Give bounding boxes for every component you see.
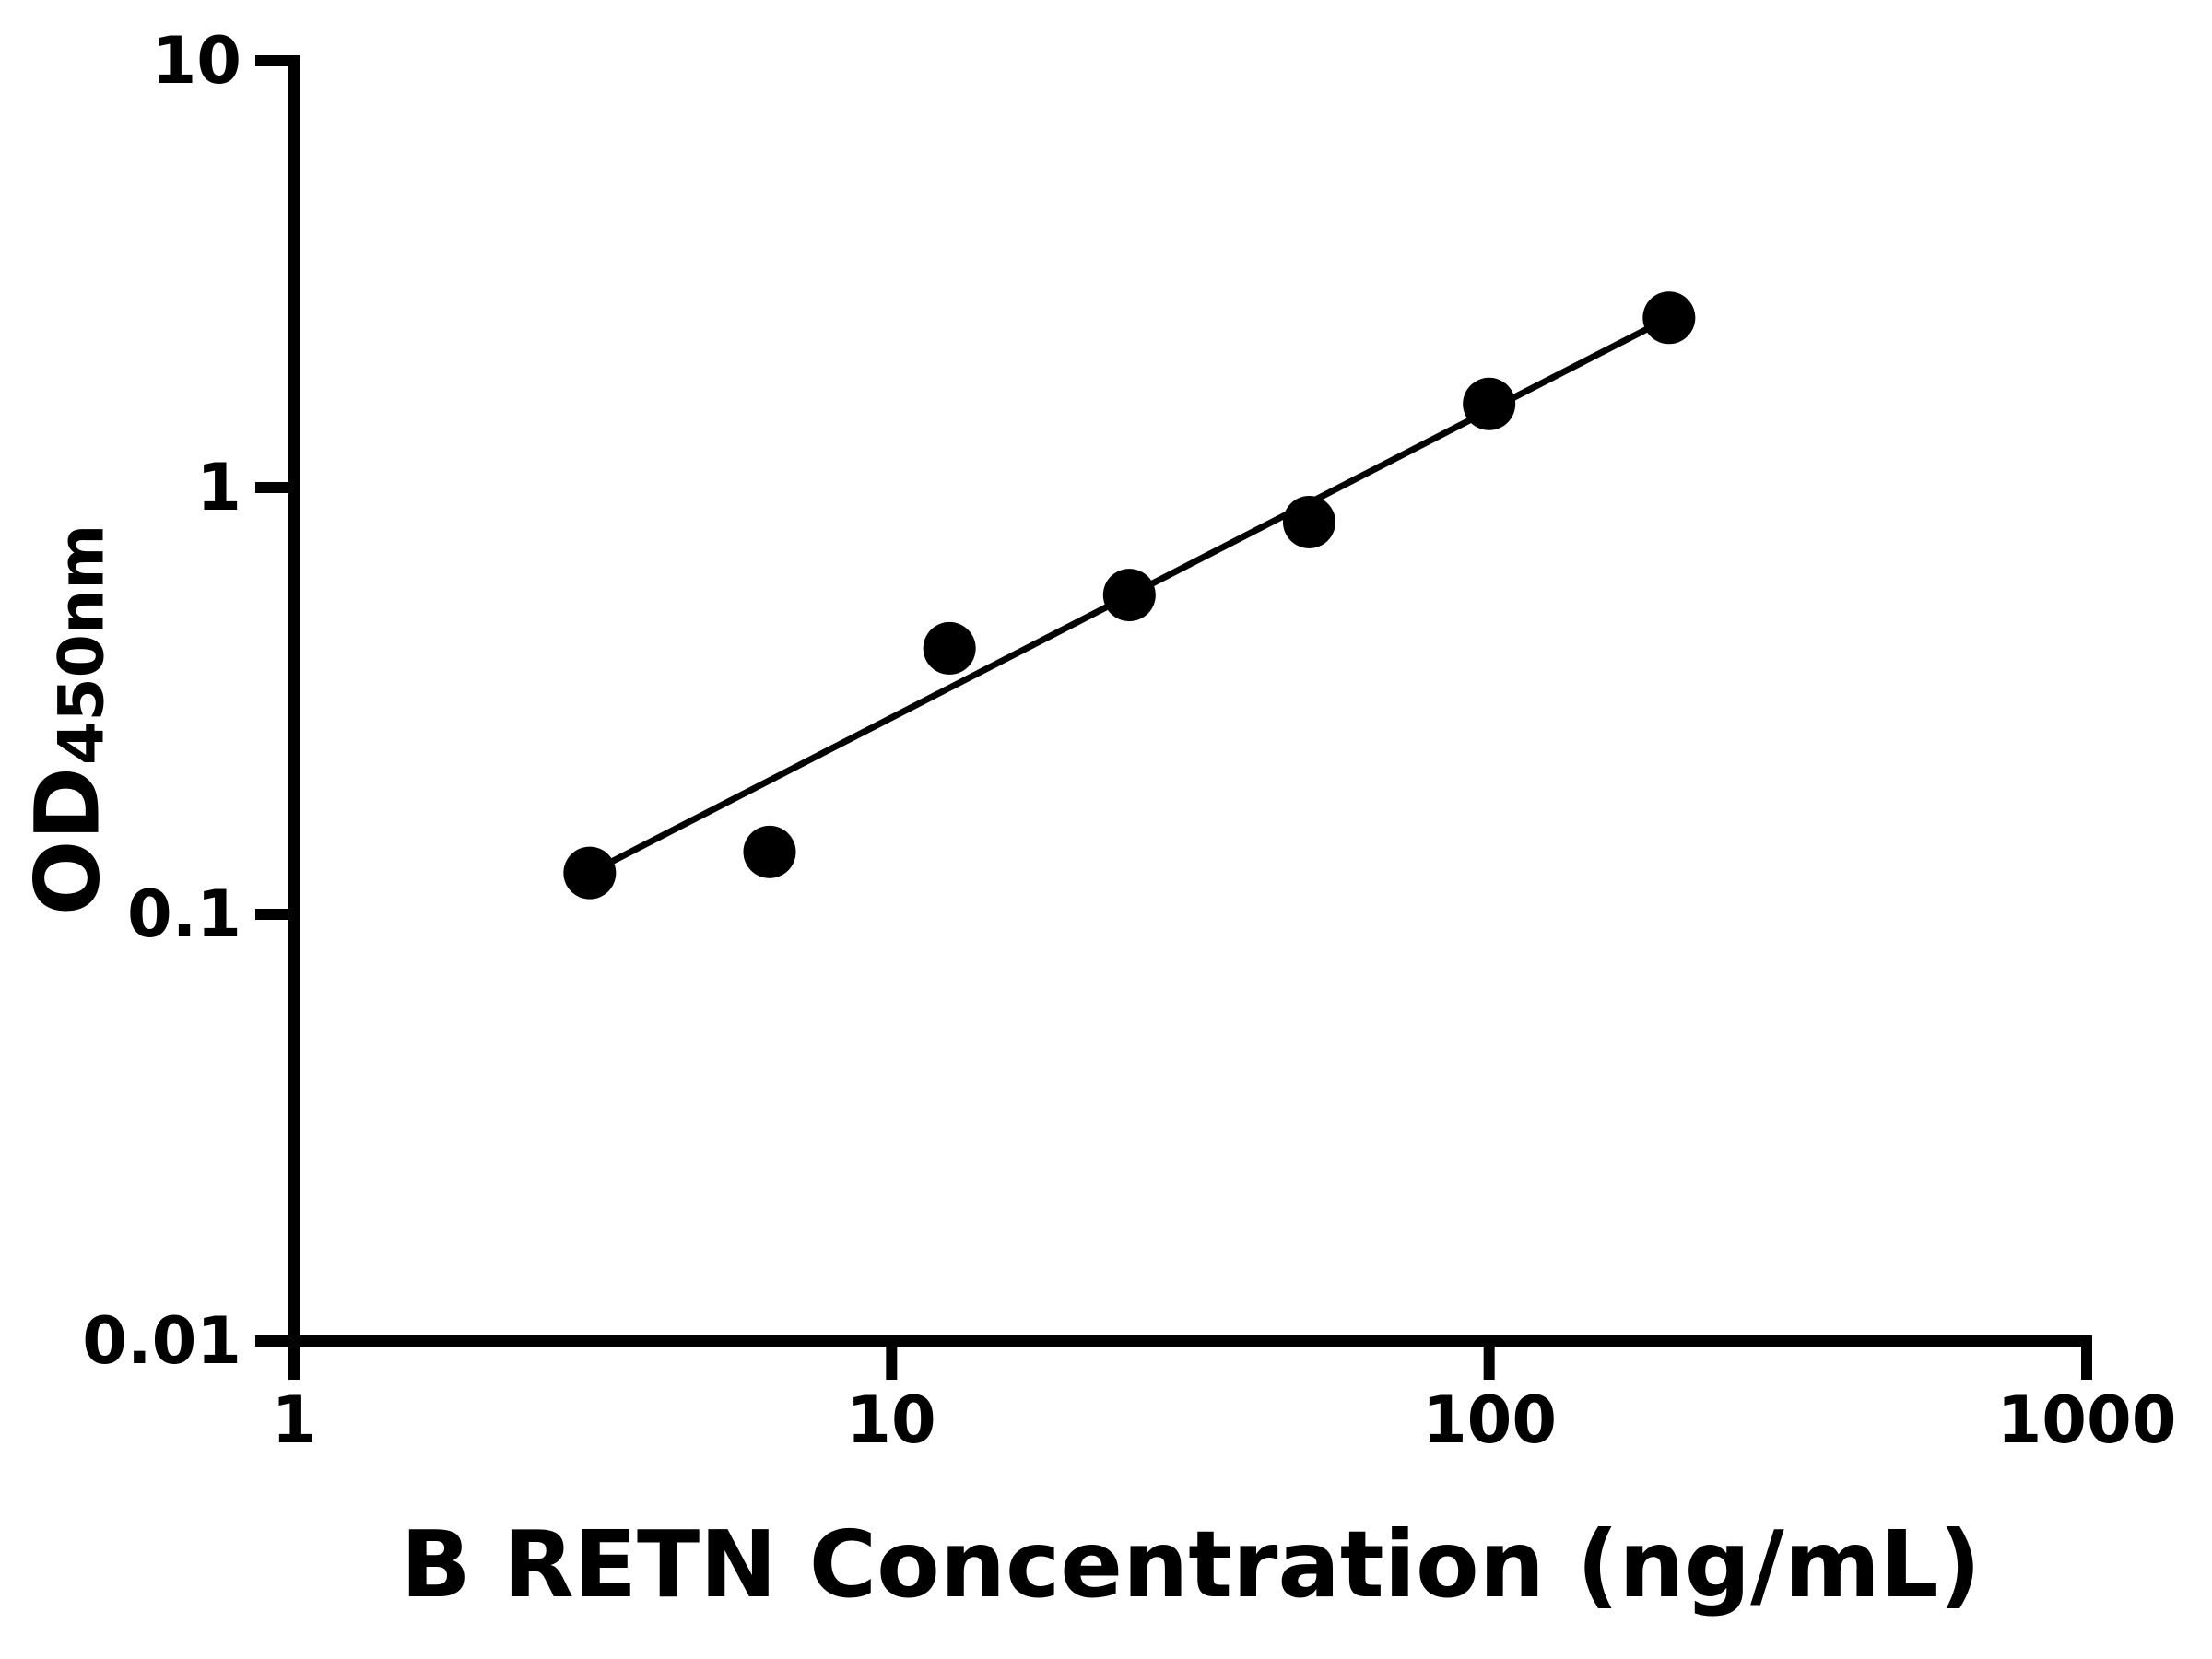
y-tick-label-0.1: 0.1 [126,877,241,952]
data-point-x6.25 [743,825,796,878]
x-tick-label-100: 100 [1421,1382,1558,1458]
y-tick-label-0.01: 0.01 [82,1303,241,1379]
y-tick-label-10: 10 [151,23,241,99]
data-point-x50 [1282,495,1335,548]
data-point-x12.5 [923,621,976,675]
y-axis-title: OD450nm [17,524,123,916]
y-tick-label-1: 1 [196,450,241,525]
x-axis-title: B RETN Concentration (ng/mL) [400,1511,1982,1618]
y-axis-title-main: OD [16,766,120,916]
x-tick-label-1: 1 [271,1382,317,1458]
axes-spine [288,55,2092,1380]
data-point-x3.125 [563,846,617,900]
y-axis-title-subscript: 450nm [45,524,119,765]
x-tick-label-1000: 1000 [1996,1382,2177,1458]
x-tick-label-10: 10 [846,1382,936,1458]
data-point-x200 [1642,291,1696,345]
data-point-x100 [1463,377,1516,430]
data-point-x25 [1102,569,1156,622]
